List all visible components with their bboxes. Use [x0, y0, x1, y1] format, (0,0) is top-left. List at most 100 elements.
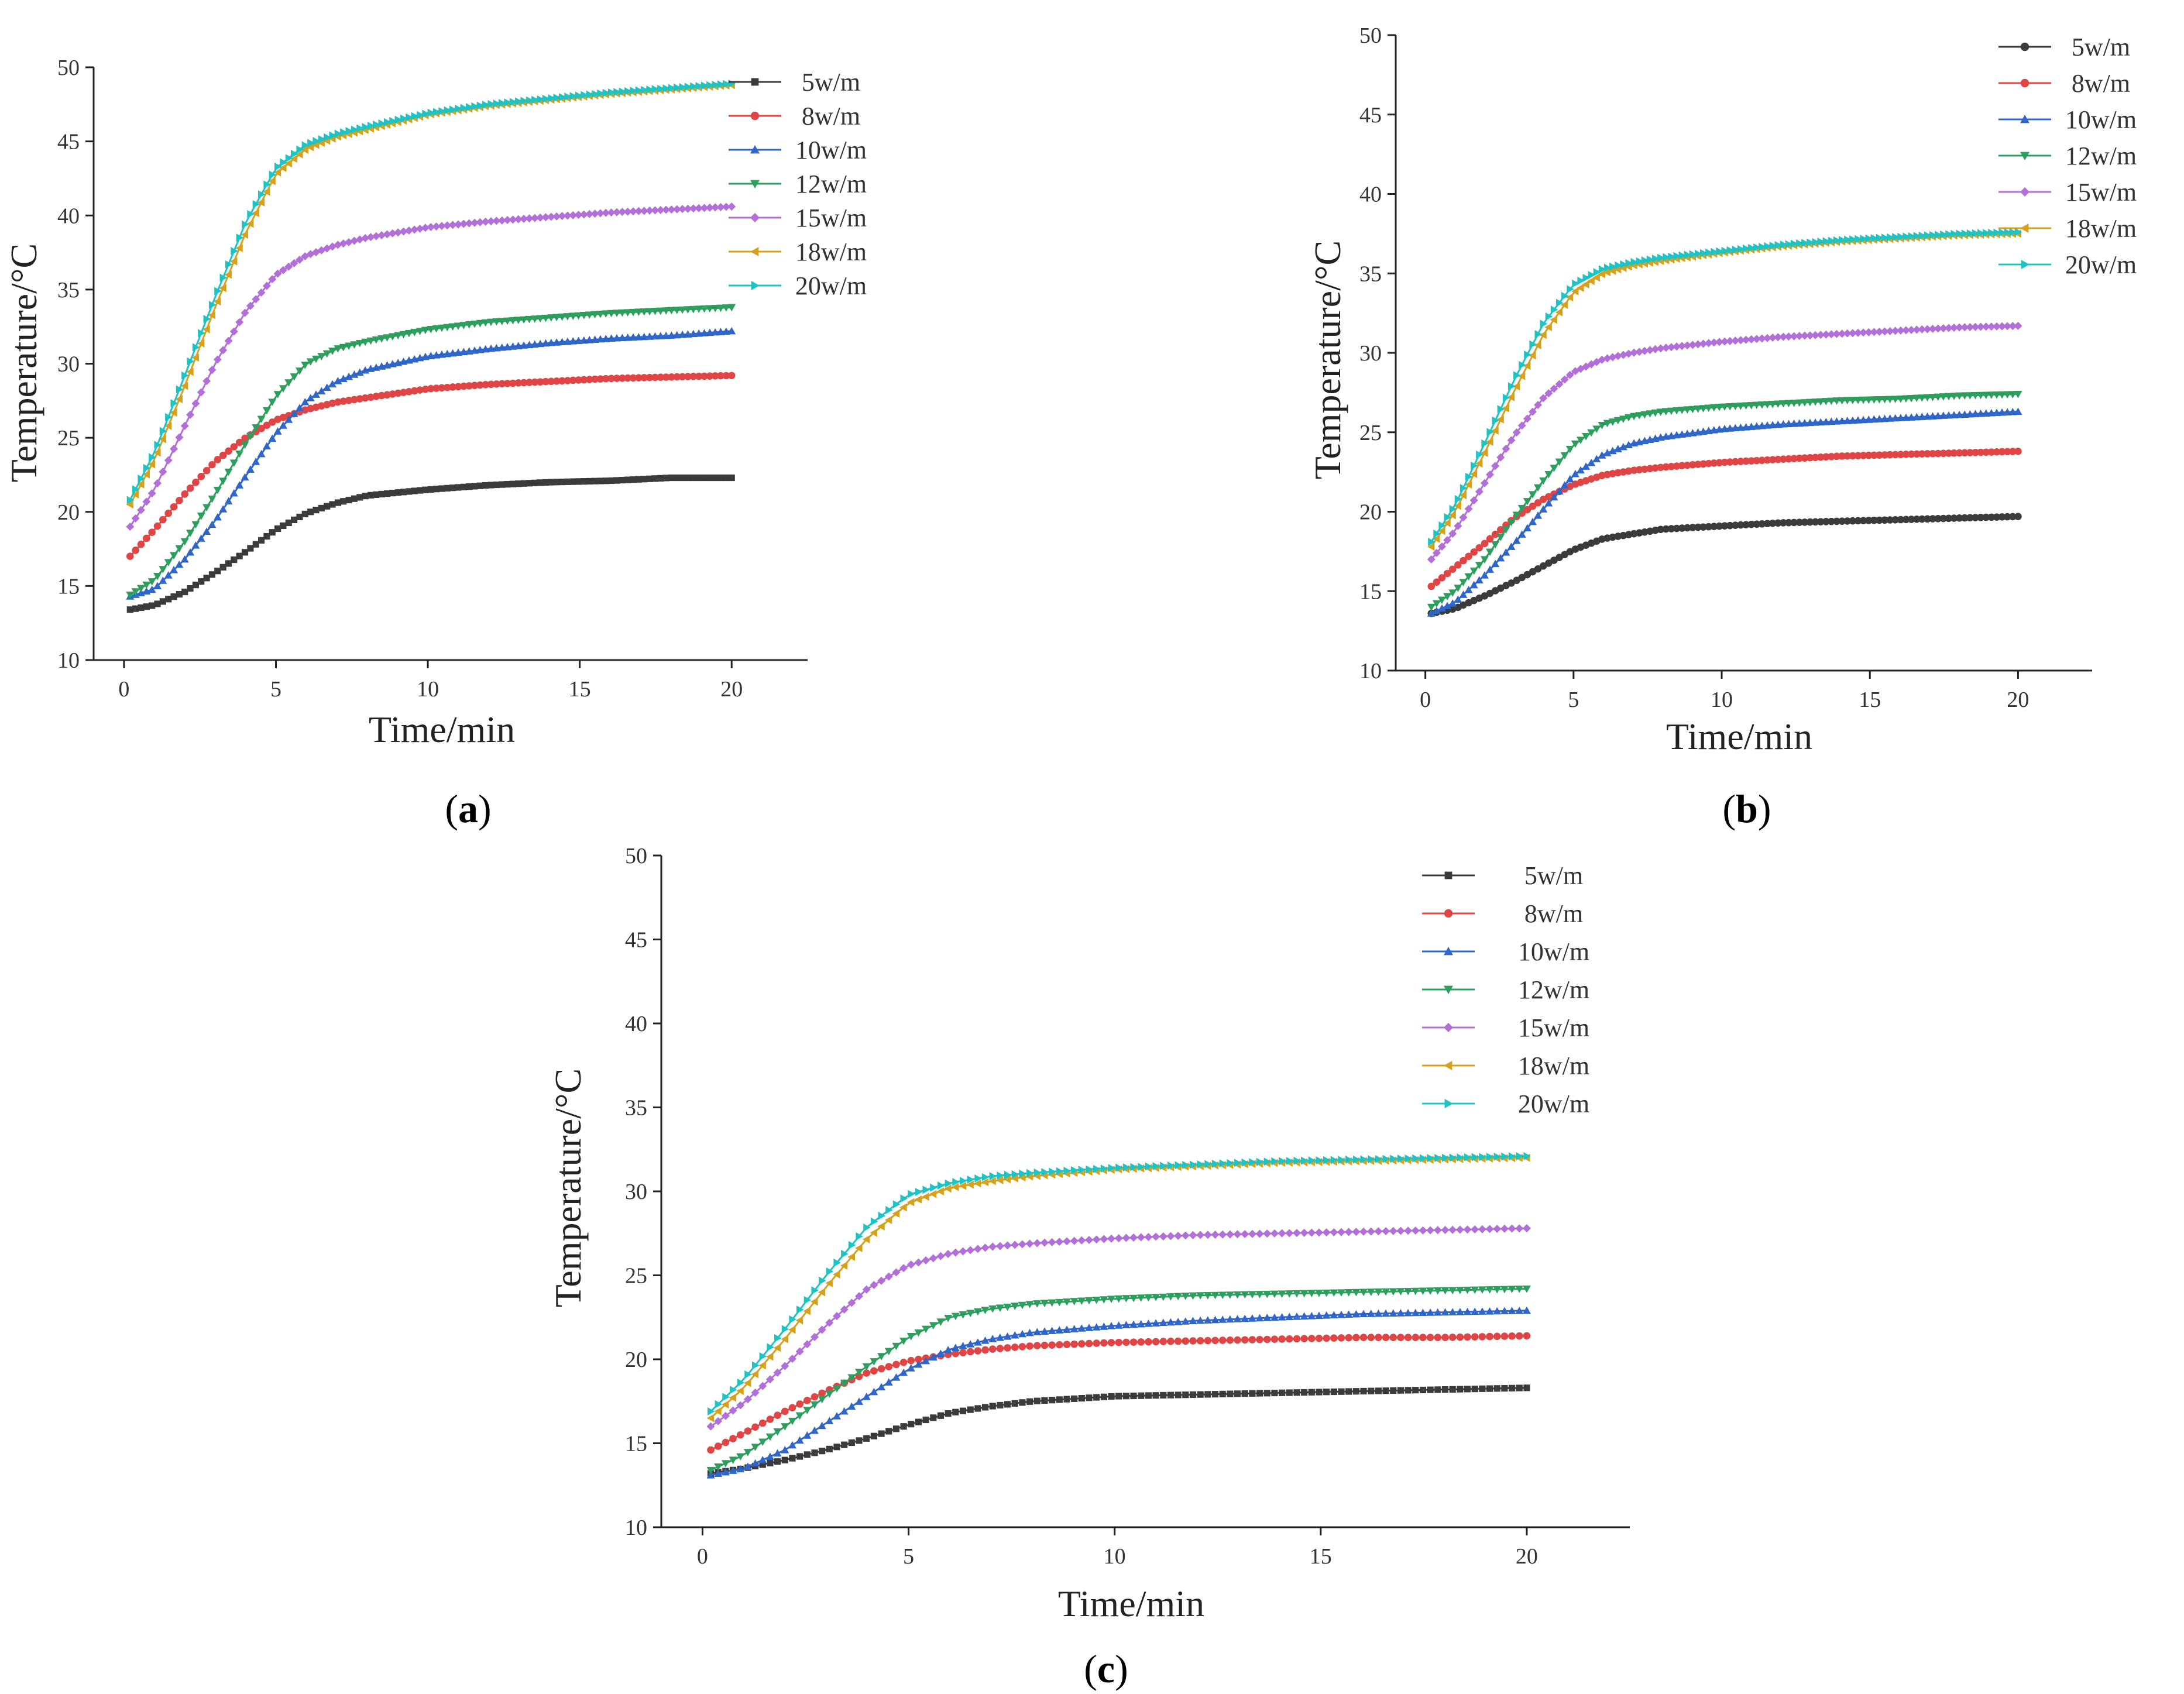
- chart-a-data-point: [433, 486, 440, 493]
- chart-c-data-point: [870, 1217, 878, 1226]
- chart-a-data-point: [711, 305, 720, 312]
- chart-c-data-point: [988, 1335, 997, 1342]
- chart-b-data-point: [1540, 319, 1548, 328]
- chart-a-data-point: [175, 545, 184, 553]
- chart-c-data-point: [952, 1349, 960, 1358]
- chart-c-data-point: [796, 1305, 804, 1314]
- chart-b-y-tick-label: 35: [1359, 262, 1382, 286]
- chart-b-data-point: [1732, 521, 1739, 529]
- chart-a-data-point: [362, 493, 369, 500]
- chart-a-data-point: [438, 107, 446, 116]
- chart-c-data-point: [907, 1356, 915, 1365]
- chart-c-data-point: [1285, 1335, 1293, 1343]
- chart-b-data-point: [1769, 519, 1777, 527]
- chart-a-x-tick-label: 0: [118, 677, 129, 702]
- chart-c-legend-item: 18w/m: [1422, 1052, 1589, 1080]
- chart-b-data-point: [1588, 270, 1596, 279]
- chart-a-legend-item: 8w/m: [729, 102, 860, 130]
- chart-a-data-point: [497, 318, 506, 325]
- chart-b-data-point: [1539, 394, 1548, 403]
- chart-b-data-point: [1534, 511, 1543, 519]
- chart-c-data-point: [1397, 1387, 1405, 1394]
- chart-c-data-point: [856, 1437, 863, 1444]
- chart-a-data-point: [377, 391, 386, 400]
- chart-b-data-point: [2008, 448, 2017, 455]
- chart-c-series-10w/m: [706, 1306, 1531, 1479]
- chart-b-data-point: [1656, 344, 1665, 353]
- chart-a-data-point: [279, 266, 287, 274]
- chart-b-data-point: [1491, 559, 1500, 568]
- chart-b-data-point: [1471, 461, 1478, 470]
- chart-c-data-point: [930, 1414, 937, 1421]
- chart-b-data-point: [1662, 525, 1670, 533]
- chart-c-data-point: [847, 1298, 856, 1307]
- chart-c-data-point: [706, 1471, 715, 1479]
- chart-b-data-point: [1859, 517, 1867, 525]
- chart-a-data-point: [164, 456, 173, 465]
- chart-a-data-point: [509, 480, 517, 487]
- chart-b-data-point: [1876, 451, 1883, 459]
- chart-a-data-point: [722, 327, 730, 335]
- chart-b-data-point: [1613, 352, 1622, 360]
- chart-b-data-point: [1432, 534, 1440, 543]
- chart-b-data-point: [1827, 397, 1836, 406]
- chart-a-data-point: [126, 606, 133, 613]
- chart-a-data-point: [492, 318, 501, 326]
- chart-b-data-point: [1790, 400, 1798, 407]
- chart-a-data-point: [575, 478, 582, 485]
- chart-a-data-point: [361, 394, 369, 402]
- chart-c-data-point: [841, 1441, 848, 1448]
- chart-a-data-point: [624, 87, 632, 95]
- chart-a-data-point: [471, 102, 479, 111]
- chart-a-data-point: [503, 317, 512, 325]
- chart-a-data-point: [394, 115, 403, 124]
- chart-a-data-point: [378, 490, 385, 498]
- chart-a-data-point: [590, 335, 599, 343]
- chart-c-data-point: [1241, 1314, 1249, 1322]
- chart-c-data-point: [833, 1385, 842, 1393]
- chart-b-data-point: [1887, 233, 1894, 242]
- chart-b-data-point: [1678, 524, 1686, 532]
- chart-b-data-point: [1816, 398, 1825, 406]
- chart-b-data-point: [1784, 420, 1793, 428]
- chart-b-data-point: [1976, 391, 1985, 400]
- chart-c-data-point: [1455, 1225, 1464, 1234]
- chart-b-data-point: [1507, 382, 1516, 391]
- chart-c-data-point: [1374, 1288, 1383, 1296]
- chart-b-data-point: [1709, 338, 1718, 347]
- chart-a-data-point: [400, 389, 407, 396]
- chart-b-data-point: [2014, 321, 2022, 330]
- chart-b-data-point: [2014, 448, 2022, 455]
- chart-c-data-point: [1048, 1327, 1056, 1334]
- chart-a-data-point: [706, 81, 714, 90]
- chart-c-data-point: [1448, 1287, 1457, 1295]
- chart-c-data-point: [714, 1407, 722, 1415]
- chart-a-data-point: [673, 373, 681, 381]
- chart-b-data-point: [1443, 518, 1451, 527]
- chart-c-data-point: [1063, 1341, 1071, 1348]
- chart-c-data-point: [1508, 1332, 1516, 1340]
- chart-c-data-point: [1093, 1339, 1100, 1347]
- chart-b-data-point: [1565, 475, 1574, 483]
- chart-c-data-point: [1441, 1334, 1449, 1341]
- chart-b-data-point: [1795, 419, 1804, 427]
- chart-a-data-point: [421, 327, 430, 335]
- chart-a-data-point: [219, 273, 228, 282]
- chart-c-data-point: [862, 1285, 871, 1294]
- chart-c-data-point: [803, 1296, 812, 1304]
- chart-c-data-point: [1515, 1224, 1524, 1233]
- chart-a-legend-label: 15w/m: [795, 204, 867, 232]
- chart-c-data-point: [944, 1184, 952, 1193]
- chart-c-data-point: [743, 1379, 751, 1387]
- chart-a-data-point: [651, 373, 659, 382]
- chart-b-data-point: [1960, 514, 1969, 522]
- chart-c-data-point: [773, 1343, 781, 1352]
- chart-b-data-point: [1960, 449, 1969, 457]
- chart-c-legend-marker: [1444, 871, 1452, 879]
- chart-c-data-point: [966, 1348, 974, 1356]
- chart-a-data-point: [273, 391, 282, 398]
- chart-b-data-point: [1876, 516, 1883, 524]
- chart-c-data-point: [1427, 1386, 1434, 1393]
- chart-a-data-point: [690, 82, 698, 91]
- chart-c-data-point: [1152, 1392, 1159, 1399]
